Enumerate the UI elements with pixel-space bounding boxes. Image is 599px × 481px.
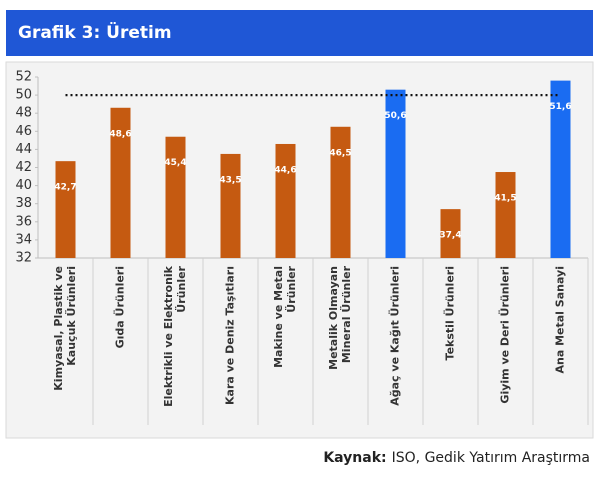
bar — [165, 136, 186, 258]
value-label: 51,6 — [549, 102, 571, 112]
x-tick-label-line: Giyim ve Deri Ürünleri — [498, 266, 512, 404]
y-tick-label: 46 — [15, 124, 32, 139]
x-tick-label-line: Kimyasal, Plastik ve — [52, 266, 65, 391]
x-tick-label: Kimyasal, Plastik veKauçuk Ürünleri — [52, 266, 78, 391]
x-tick-label-line: Ağaç ve Kağıt Ürünleri — [388, 266, 402, 406]
bar — [55, 161, 76, 258]
x-tick-label-line: Mineral Ürünler — [339, 265, 353, 363]
bar — [550, 80, 571, 259]
x-tick-label: Makine ve MetalÜrünler — [272, 265, 298, 367]
x-tick-label-line: Ürünler — [284, 265, 298, 312]
bar — [330, 126, 351, 259]
bar — [440, 209, 461, 258]
bar — [110, 107, 131, 259]
value-label: 37,4 — [439, 231, 461, 241]
x-tick-label-line: Gıda Ürünleri — [113, 266, 127, 348]
bar — [275, 143, 296, 258]
y-tick-label: 52 — [15, 70, 32, 85]
y-tick-label: 42 — [15, 160, 32, 175]
y-tick-label: 34 — [15, 232, 32, 247]
x-tick-label-line: Elektrikli ve Elektronik — [162, 265, 175, 407]
value-label: 43,5 — [219, 175, 241, 185]
source-text: ISO, Gedik Yatırım Araştırma — [392, 450, 590, 466]
bar — [220, 153, 241, 258]
x-tick-label: Tekstil Ürünleri — [443, 266, 457, 360]
header-bar — [6, 10, 593, 56]
value-label: 50,6 — [384, 111, 406, 121]
header-title: Grafik 3: Üretim — [18, 21, 172, 43]
chart-panel — [5, 61, 594, 439]
x-tick-label-line: Kara ve Deniz Taşıtları — [224, 266, 237, 405]
x-tick-label-line: Tekstil Ürünleri — [443, 266, 457, 360]
value-label: 46,5 — [329, 148, 351, 158]
x-tick-label-line: Kauçuk Ürünleri — [64, 266, 78, 366]
value-label: 42,7 — [54, 183, 76, 193]
x-tick-label: Gıda Ürünleri — [113, 266, 127, 348]
x-tick-label-line: Ana Metal Sanayi — [554, 266, 567, 374]
y-tick-label: 44 — [15, 142, 32, 157]
y-tick-label: 38 — [15, 196, 32, 211]
x-tick-label-line: Metalik Olmayan — [327, 266, 340, 370]
y-tick-label: 36 — [15, 214, 32, 229]
y-tick-label: 50 — [15, 88, 32, 103]
value-label: 45,4 — [164, 158, 186, 168]
y-tick-label: 48 — [15, 106, 32, 121]
x-tick-label-line: Ürünler — [174, 265, 188, 312]
x-tick-label: Ağaç ve Kağıt Ürünleri — [388, 266, 402, 406]
source: Kaynak: ISO, Gedik Yatırım Araştırma — [323, 450, 590, 466]
y-tick-label: 32 — [15, 251, 32, 266]
x-tick-label-line: Makine ve Metal — [272, 266, 285, 368]
x-tick-label: Giyim ve Deri Ürünleri — [498, 266, 512, 404]
bar — [495, 172, 516, 258]
bar — [385, 89, 406, 258]
y-tick-label: 40 — [15, 178, 32, 193]
value-label: 41,5 — [494, 194, 516, 204]
value-label: 48,6 — [109, 129, 131, 139]
x-tick-label: Kara ve Deniz Taşıtları — [224, 266, 237, 405]
x-tick-label: Metalik OlmayanMineral Ürünler — [327, 265, 353, 369]
source-label: Kaynak: — [323, 450, 386, 466]
value-label: 44,6 — [274, 165, 296, 175]
x-tick-label: Ana Metal Sanayi — [554, 266, 567, 374]
x-tick-label: Elektrikli ve ElektronikÜrünler — [162, 265, 188, 407]
